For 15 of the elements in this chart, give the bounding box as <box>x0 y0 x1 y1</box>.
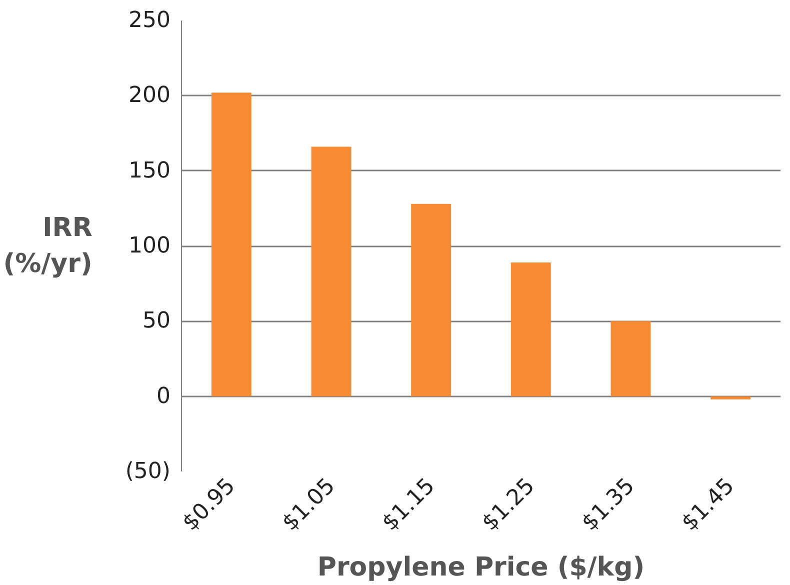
y-axis-title: IRR (%/yr) <box>3 213 92 279</box>
bar <box>710 396 751 400</box>
bar <box>510 262 551 396</box>
bar <box>311 146 352 396</box>
y-tick-label: 150 <box>128 158 171 184</box>
y-tick-label: 0 <box>156 384 171 409</box>
y-tick-label: 250 <box>128 8 171 33</box>
y-tick-label: 200 <box>128 83 171 108</box>
x-axis-title: Propylene Price ($/kg) <box>317 552 645 583</box>
bar <box>610 321 651 396</box>
y-tick-label: (50) <box>125 459 171 484</box>
bar <box>211 92 252 396</box>
y-tick-label: 50 <box>142 308 171 334</box>
bar <box>411 204 452 396</box>
y-tick-label: 100 <box>128 234 171 258</box>
